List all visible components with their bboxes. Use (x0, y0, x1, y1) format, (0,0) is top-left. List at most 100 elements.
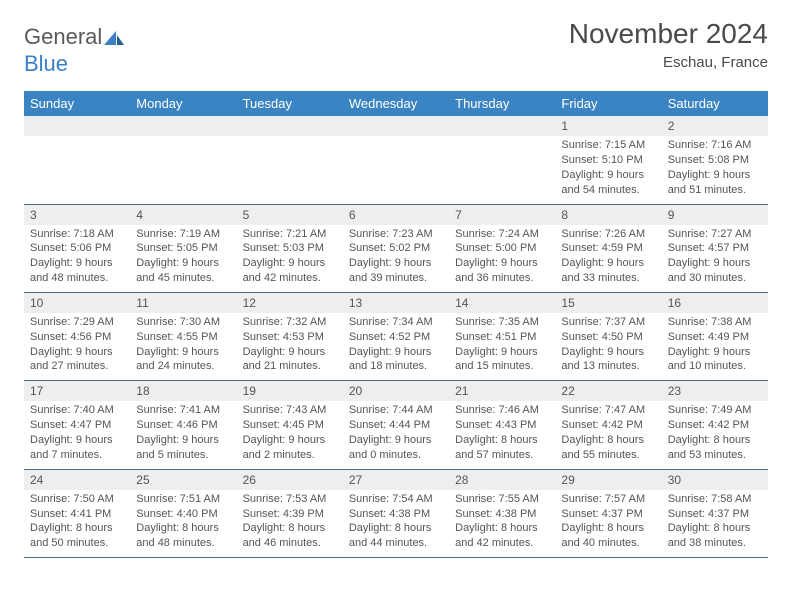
day-number: 15 (555, 293, 661, 313)
day-info: Sunrise: 7:37 AMSunset: 4:50 PMDaylight:… (555, 313, 661, 380)
day-info: Sunrise: 7:29 AMSunset: 4:56 PMDaylight:… (24, 313, 130, 380)
day-number: 23 (662, 381, 768, 401)
day-number: 9 (662, 205, 768, 225)
logo-sail-icon (104, 25, 124, 51)
day-info: Sunrise: 7:55 AMSunset: 4:38 PMDaylight:… (449, 490, 555, 557)
day-info: Sunrise: 7:50 AMSunset: 4:41 PMDaylight:… (24, 490, 130, 557)
day-number: 26 (237, 470, 343, 490)
day-info: Sunrise: 7:21 AMSunset: 5:03 PMDaylight:… (237, 225, 343, 292)
day-number: 28 (449, 470, 555, 490)
day-number: 20 (343, 381, 449, 401)
day-cell: 18Sunrise: 7:41 AMSunset: 4:46 PMDayligh… (130, 381, 236, 469)
day-cell: 1Sunrise: 7:15 AMSunset: 5:10 PMDaylight… (555, 116, 661, 204)
day-cell: 27Sunrise: 7:54 AMSunset: 4:38 PMDayligh… (343, 469, 449, 557)
day-info: Sunrise: 7:38 AMSunset: 4:49 PMDaylight:… (662, 313, 768, 380)
day-info: Sunrise: 7:54 AMSunset: 4:38 PMDaylight:… (343, 490, 449, 557)
day-number: 19 (237, 381, 343, 401)
dayname: Friday (555, 91, 661, 116)
day-info: Sunrise: 7:15 AMSunset: 5:10 PMDaylight:… (555, 136, 661, 203)
day-info: Sunrise: 7:26 AMSunset: 4:59 PMDaylight:… (555, 225, 661, 292)
title-block: November 2024 Eschau, France (569, 18, 768, 71)
day-number: 14 (449, 293, 555, 313)
week-row: 24Sunrise: 7:50 AMSunset: 4:41 PMDayligh… (24, 469, 768, 557)
day-info: Sunrise: 7:49 AMSunset: 4:42 PMDaylight:… (662, 401, 768, 468)
day-cell: 9Sunrise: 7:27 AMSunset: 4:57 PMDaylight… (662, 204, 768, 292)
day-cell: 28Sunrise: 7:55 AMSunset: 4:38 PMDayligh… (449, 469, 555, 557)
day-number: 24 (24, 470, 130, 490)
day-cell: 5Sunrise: 7:21 AMSunset: 5:03 PMDaylight… (237, 204, 343, 292)
day-info: Sunrise: 7:40 AMSunset: 4:47 PMDaylight:… (24, 401, 130, 468)
day-info: Sunrise: 7:44 AMSunset: 4:44 PMDaylight:… (343, 401, 449, 468)
day-info: Sunrise: 7:51 AMSunset: 4:40 PMDaylight:… (130, 490, 236, 557)
day-number: 27 (343, 470, 449, 490)
logo: GeneralBlue (24, 18, 124, 77)
day-number: 16 (662, 293, 768, 313)
day-cell: 8Sunrise: 7:26 AMSunset: 4:59 PMDaylight… (555, 204, 661, 292)
day-info: Sunrise: 7:43 AMSunset: 4:45 PMDaylight:… (237, 401, 343, 468)
dayname: Tuesday (237, 91, 343, 116)
day-info: Sunrise: 7:57 AMSunset: 4:37 PMDaylight:… (555, 490, 661, 557)
day-number: 2 (662, 116, 768, 136)
day-cell: 2Sunrise: 7:16 AMSunset: 5:08 PMDaylight… (662, 116, 768, 204)
day-number: 29 (555, 470, 661, 490)
day-cell (449, 116, 555, 204)
day-number: 1 (555, 116, 661, 136)
logo-part1: General (24, 24, 102, 49)
header: GeneralBlue November 2024 Eschau, France (24, 18, 768, 77)
calendar-table: Sunday Monday Tuesday Wednesday Thursday… (24, 91, 768, 558)
day-cell (130, 116, 236, 204)
day-cell (343, 116, 449, 204)
day-info: Sunrise: 7:18 AMSunset: 5:06 PMDaylight:… (24, 225, 130, 292)
day-cell: 11Sunrise: 7:30 AMSunset: 4:55 PMDayligh… (130, 292, 236, 380)
week-row: 17Sunrise: 7:40 AMSunset: 4:47 PMDayligh… (24, 381, 768, 469)
dayname: Saturday (662, 91, 768, 116)
day-cell: 13Sunrise: 7:34 AMSunset: 4:52 PMDayligh… (343, 292, 449, 380)
week-row: 3Sunrise: 7:18 AMSunset: 5:06 PMDaylight… (24, 204, 768, 292)
day-cell: 3Sunrise: 7:18 AMSunset: 5:06 PMDaylight… (24, 204, 130, 292)
day-cell: 17Sunrise: 7:40 AMSunset: 4:47 PMDayligh… (24, 381, 130, 469)
day-cell: 4Sunrise: 7:19 AMSunset: 5:05 PMDaylight… (130, 204, 236, 292)
day-info: Sunrise: 7:46 AMSunset: 4:43 PMDaylight:… (449, 401, 555, 468)
logo-part2: Blue (24, 51, 68, 76)
day-info: Sunrise: 7:34 AMSunset: 4:52 PMDaylight:… (343, 313, 449, 380)
day-number: 3 (24, 205, 130, 225)
day-cell: 30Sunrise: 7:58 AMSunset: 4:37 PMDayligh… (662, 469, 768, 557)
day-cell: 10Sunrise: 7:29 AMSunset: 4:56 PMDayligh… (24, 292, 130, 380)
day-number: 17 (24, 381, 130, 401)
day-info: Sunrise: 7:41 AMSunset: 4:46 PMDaylight:… (130, 401, 236, 468)
dayname: Thursday (449, 91, 555, 116)
day-info: Sunrise: 7:32 AMSunset: 4:53 PMDaylight:… (237, 313, 343, 380)
day-cell: 29Sunrise: 7:57 AMSunset: 4:37 PMDayligh… (555, 469, 661, 557)
day-info: Sunrise: 7:58 AMSunset: 4:37 PMDaylight:… (662, 490, 768, 557)
day-number: 11 (130, 293, 236, 313)
day-number: 18 (130, 381, 236, 401)
location: Eschau, France (569, 54, 768, 71)
day-info: Sunrise: 7:19 AMSunset: 5:05 PMDaylight:… (130, 225, 236, 292)
day-number: 7 (449, 205, 555, 225)
day-cell: 16Sunrise: 7:38 AMSunset: 4:49 PMDayligh… (662, 292, 768, 380)
dayname: Wednesday (343, 91, 449, 116)
day-cell: 19Sunrise: 7:43 AMSunset: 4:45 PMDayligh… (237, 381, 343, 469)
day-cell: 14Sunrise: 7:35 AMSunset: 4:51 PMDayligh… (449, 292, 555, 380)
day-cell (237, 116, 343, 204)
day-cell (24, 116, 130, 204)
day-info: Sunrise: 7:27 AMSunset: 4:57 PMDaylight:… (662, 225, 768, 292)
day-cell: 6Sunrise: 7:23 AMSunset: 5:02 PMDaylight… (343, 204, 449, 292)
day-number: 5 (237, 205, 343, 225)
day-number: 8 (555, 205, 661, 225)
logo-text: GeneralBlue (24, 24, 124, 77)
day-number: 13 (343, 293, 449, 313)
dayname: Monday (130, 91, 236, 116)
day-info: Sunrise: 7:16 AMSunset: 5:08 PMDaylight:… (662, 136, 768, 203)
day-header-row: Sunday Monday Tuesday Wednesday Thursday… (24, 91, 768, 116)
day-cell: 15Sunrise: 7:37 AMSunset: 4:50 PMDayligh… (555, 292, 661, 380)
day-info: Sunrise: 7:53 AMSunset: 4:39 PMDaylight:… (237, 490, 343, 557)
day-number: 22 (555, 381, 661, 401)
week-row: 10Sunrise: 7:29 AMSunset: 4:56 PMDayligh… (24, 292, 768, 380)
day-info: Sunrise: 7:23 AMSunset: 5:02 PMDaylight:… (343, 225, 449, 292)
day-number: 12 (237, 293, 343, 313)
month-title: November 2024 (569, 18, 768, 50)
day-info: Sunrise: 7:30 AMSunset: 4:55 PMDaylight:… (130, 313, 236, 380)
day-number: 6 (343, 205, 449, 225)
dayname: Sunday (24, 91, 130, 116)
